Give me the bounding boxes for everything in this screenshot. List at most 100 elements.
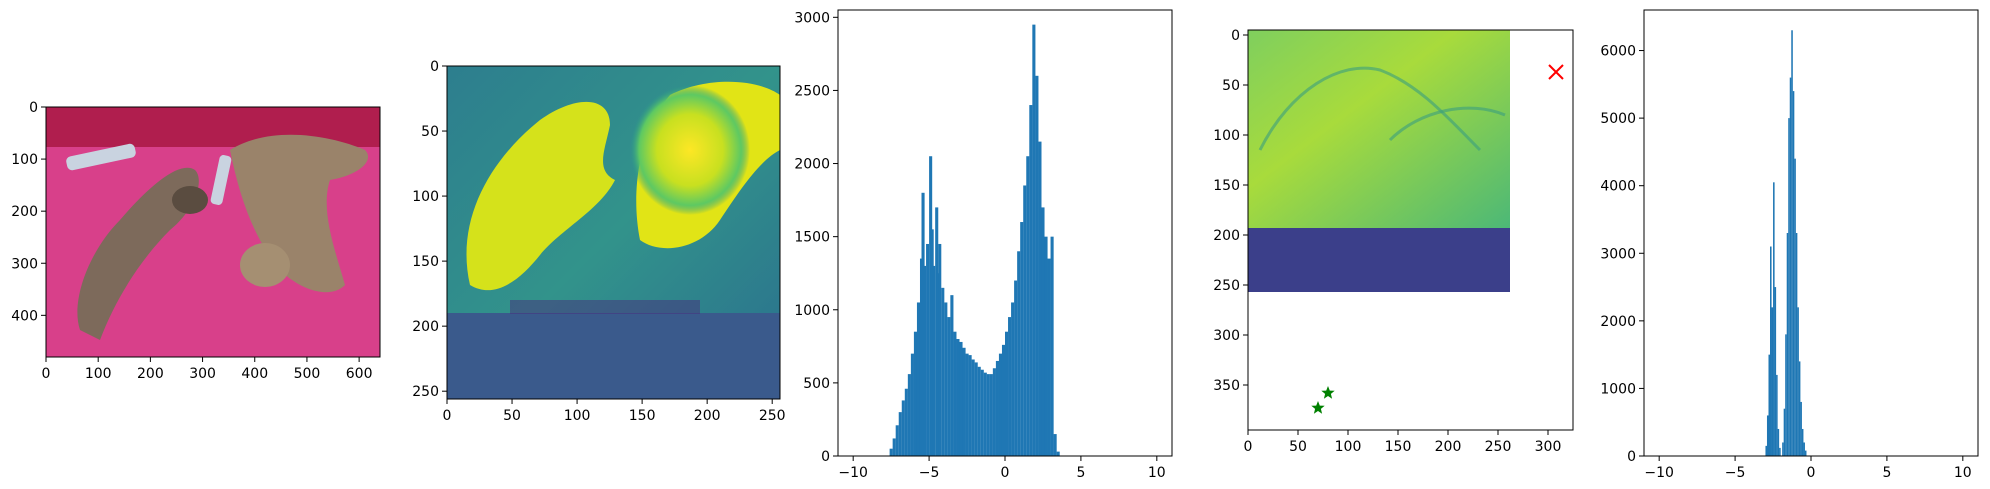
histogram-bar <box>1789 77 1792 457</box>
cat-left-head <box>172 186 208 214</box>
histogram-bar <box>983 372 987 456</box>
y-tick-label: 350 <box>1213 378 1240 394</box>
marker-x <box>1548 64 1564 80</box>
histogram-bar <box>962 347 966 456</box>
histogram-bar <box>1795 233 1798 456</box>
histogram-bar <box>1035 75 1039 456</box>
x-tick-label: 150 <box>1385 439 1412 455</box>
panel-heatmap <box>447 66 780 399</box>
histogram-bar <box>1776 374 1778 456</box>
histogram-bar <box>1056 451 1060 456</box>
x-tick-label: 500 <box>294 366 321 382</box>
histogram-bar <box>1792 91 1795 456</box>
y-tick-label: 50 <box>421 124 439 140</box>
feature-edge-2 <box>1388 106 1506 142</box>
histogram-bar <box>901 400 905 456</box>
feature-dark-region <box>1248 228 1510 292</box>
histogram-bar <box>1005 331 1009 456</box>
y-tick-label: 100 <box>1213 128 1240 144</box>
histogram-bar <box>965 353 969 456</box>
x-tick-label: 5 <box>1882 465 1891 481</box>
cat-right-head <box>240 243 290 287</box>
x-tick-label: 200 <box>137 366 164 382</box>
x-tick-label: −10 <box>1644 465 1674 481</box>
histogram-bar <box>1798 361 1801 456</box>
histogram-bar <box>1774 287 1777 456</box>
y-tick-label: 50 <box>1222 78 1240 94</box>
histogram-bar <box>1032 24 1036 456</box>
axes-frame <box>446 65 781 400</box>
x-tick-label: 300 <box>189 366 216 382</box>
x-tick-label: 300 <box>1535 439 1562 455</box>
x-tick-label: 100 <box>564 408 591 424</box>
feature-edge-1 <box>1258 66 1482 152</box>
histogram-bar <box>1014 280 1018 456</box>
x-tick-label: 5 <box>1076 465 1085 481</box>
histogram-bar <box>1785 334 1787 456</box>
x-tick-label: 250 <box>1485 439 1512 455</box>
histogram-bar <box>1797 307 1799 456</box>
cat-left <box>77 167 199 340</box>
histogram-bar <box>1783 408 1786 456</box>
chart-panel-1: 0 100 200 300 400 500 600 0 100 200 300 400 <box>11 100 381 382</box>
histogram-bar <box>1001 344 1006 456</box>
histogram-bar <box>1038 141 1042 456</box>
y-tick-label: 100 <box>11 152 38 168</box>
histogram-bar <box>947 317 951 456</box>
y-tick-label: 150 <box>412 254 439 270</box>
histogram-bar <box>977 366 981 456</box>
y-tick-label: 4000 <box>1600 179 1636 195</box>
histogram-bar <box>1791 30 1793 456</box>
heatmap-peak <box>630 85 750 215</box>
y-tick-label: 0 <box>29 100 38 116</box>
y-tick-label: 250 <box>412 384 439 400</box>
x-tick-label: 0 <box>42 366 51 382</box>
histogram-bar <box>1788 118 1790 456</box>
y-tick-label: 0 <box>1231 28 1240 44</box>
x-tick-label: 50 <box>1289 439 1307 455</box>
histogram-bar <box>1011 302 1015 456</box>
x-tick-label: 0 <box>1001 465 1010 481</box>
histogram-bar <box>1771 307 1774 456</box>
y-tick-label: 5000 <box>1600 111 1636 127</box>
x-tick-label: 150 <box>629 408 656 424</box>
y-tick-label: 1000 <box>1600 381 1636 397</box>
histogram-bar <box>1020 222 1024 456</box>
remote-2 <box>210 155 232 205</box>
axes-frame <box>1643 9 1979 457</box>
x-tick-label: 100 <box>85 366 112 382</box>
x-tick-label: 100 <box>1335 439 1362 455</box>
histogram-bar <box>986 374 990 456</box>
histogram-bar <box>968 355 972 456</box>
chart-panel-3: −10 −5 0 5 10 0 500 1000 1500 2000 2500 3000 <box>794 9 1173 481</box>
histogram-bar <box>1047 258 1051 456</box>
chart-panel-4: 0 50 100 150 200 250 300 0 50 100 150 200 250 300 350 <box>1213 28 1574 455</box>
y-tick-label: 0 <box>1627 449 1636 465</box>
histogram-bar <box>974 362 978 456</box>
axes-frame <box>1247 29 1574 431</box>
y-tick-label: 0 <box>821 449 830 465</box>
y-tick-label: 200 <box>412 319 439 335</box>
y-tick-label: 2000 <box>794 157 830 173</box>
histogram-bar <box>1765 445 1768 456</box>
histogram-bar <box>1017 251 1021 456</box>
x-tick-label: −10 <box>838 465 868 481</box>
y-tick-label: 1500 <box>794 230 830 246</box>
x-tick-label: 600 <box>346 366 373 382</box>
axes-frame <box>45 106 381 358</box>
histogram-bar <box>1766 415 1769 456</box>
histogram-bar <box>971 359 975 456</box>
panel-photo <box>46 107 380 357</box>
histogram-bar <box>995 360 999 456</box>
histogram-bar <box>910 353 914 456</box>
x-tick-label: 250 <box>759 408 786 424</box>
y-tick-label: 6000 <box>1600 44 1636 60</box>
y-tick-label: 300 <box>1213 328 1240 344</box>
marker-star <box>1311 401 1325 414</box>
y-tick-label: 1000 <box>794 303 830 319</box>
histogram-bar <box>956 339 960 456</box>
histogram-bar <box>916 302 921 456</box>
heatmap-blob-left <box>466 101 615 291</box>
histogram-bar <box>1786 233 1789 456</box>
